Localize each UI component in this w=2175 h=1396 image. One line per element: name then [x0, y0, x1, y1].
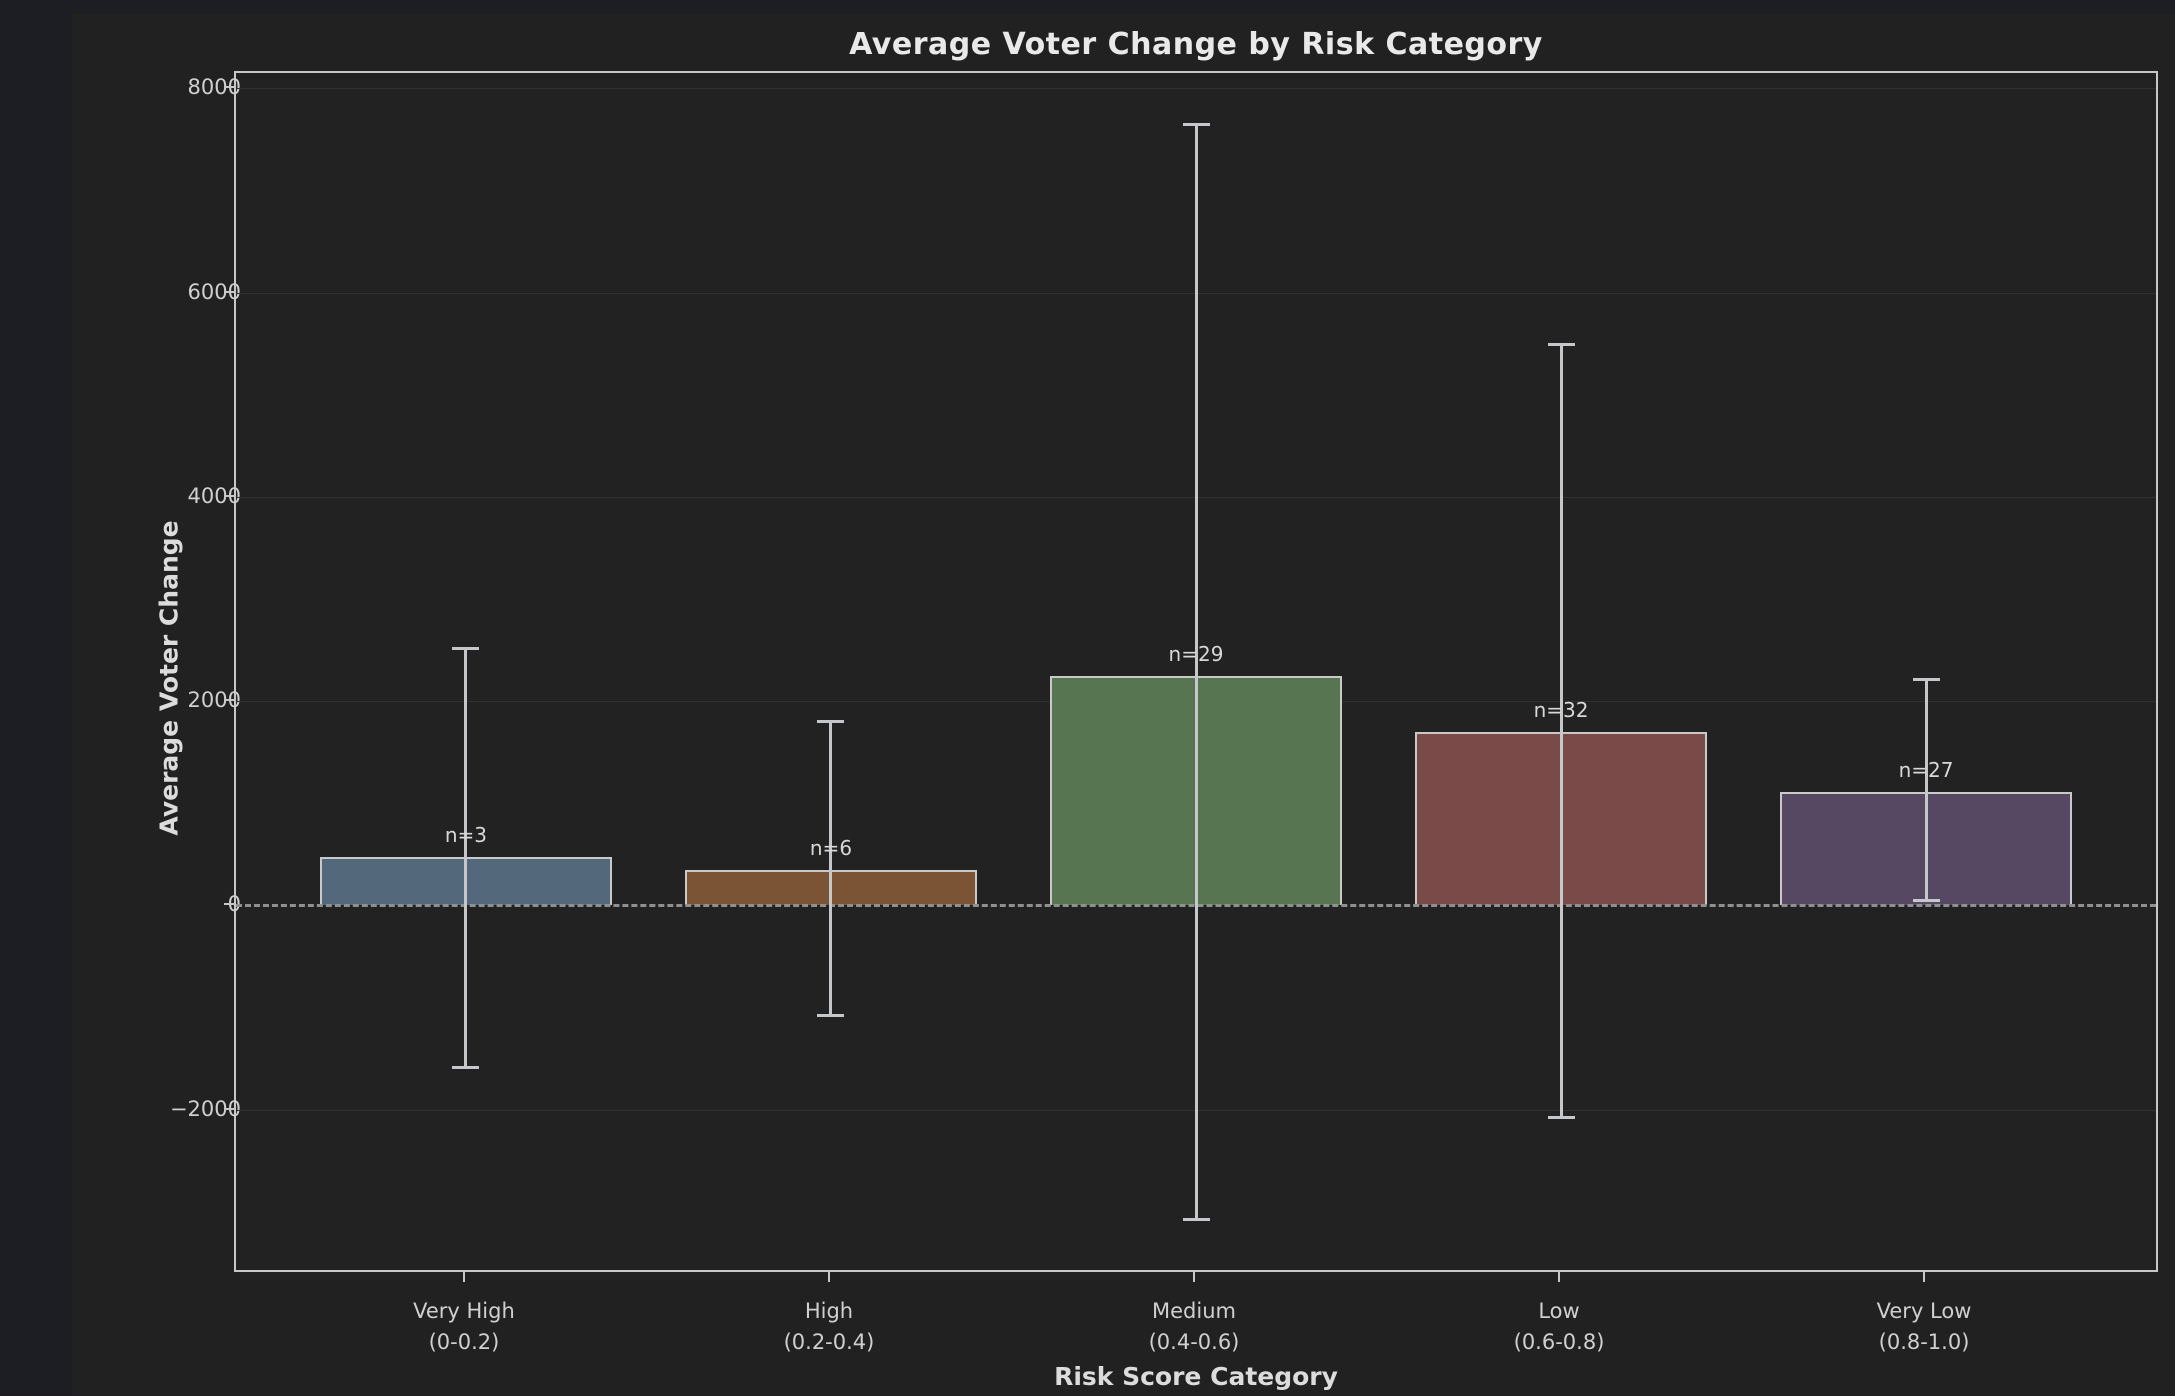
- error-bar-cap-bottom: [452, 1066, 480, 1070]
- error-bar-cap-bottom: [1912, 898, 1940, 902]
- x-tick-label: Very High (0-0.2): [413, 1299, 515, 1354]
- y-tick-mark: [224, 903, 234, 906]
- gridline-y-8000: [236, 88, 2156, 90]
- error-bar-cap-top: [1182, 122, 1210, 126]
- error-bar: [1559, 344, 1563, 1118]
- x-tick-mark: [827, 1272, 830, 1282]
- error-bar-cap-bottom: [817, 1014, 845, 1018]
- error-bar: [1924, 679, 1928, 901]
- sample-count-label: n=32: [1533, 697, 1589, 722]
- matplotlib-figure: Average Voter Change by Risk Category Av…: [72, 13, 2175, 1396]
- y-tick-mark: [224, 290, 234, 293]
- sample-count-label: n=6: [809, 835, 853, 860]
- error-bar: [464, 648, 468, 1068]
- error-bar-cap-top: [1912, 678, 1940, 682]
- error-bar-cap-top: [452, 646, 480, 650]
- sample-count-label: n=29: [1168, 641, 1224, 666]
- x-axis-title: Risk Score Category: [1054, 1362, 1338, 1391]
- y-tick-label: 0: [227, 892, 241, 917]
- error-bar-cap-top: [1547, 343, 1575, 347]
- chart-title: Average Voter Change by Risk Category: [849, 27, 1543, 62]
- sample-count-label: n=27: [1898, 758, 1954, 783]
- x-tick-mark: [462, 1272, 465, 1282]
- x-tick-label: High (0.2-0.4): [783, 1299, 875, 1354]
- x-tick-mark: [1193, 1272, 1195, 1282]
- y-tick-mark: [224, 699, 234, 702]
- error-bar: [829, 721, 833, 1016]
- y-tick-mark: [224, 86, 234, 89]
- error-bar-cap-bottom: [1182, 1218, 1210, 1222]
- plot-area: n=3 n=6 n=29 n=32 n=27: [234, 71, 2158, 1272]
- error-bar-cap-top: [817, 720, 845, 724]
- x-tick-mark: [1558, 1272, 1561, 1282]
- x-tick-mark: [1923, 1272, 1926, 1282]
- x-tick-label: Low (0.6-0.8): [1513, 1299, 1605, 1354]
- y-tick-mark: [224, 494, 234, 497]
- error-bar-cap-bottom: [1547, 1116, 1575, 1120]
- x-tick-label: Medium (0.4-0.6): [1148, 1299, 1240, 1354]
- y-tick-mark: [224, 1107, 234, 1110]
- x-tick-label: Very Low (0.8-1.0): [1876, 1299, 1972, 1354]
- error-bar: [1194, 124, 1198, 1220]
- sample-count-label: n=3: [444, 823, 488, 848]
